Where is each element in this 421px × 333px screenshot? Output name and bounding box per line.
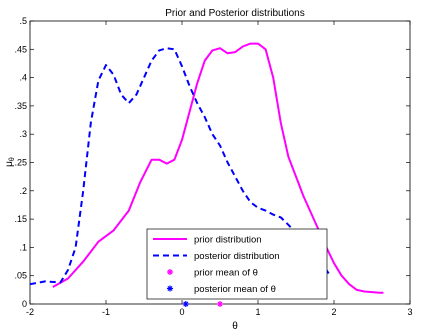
y-tick-label: .35 [14, 101, 27, 111]
y-axis-label-main: μ [4, 161, 15, 167]
legend-entry-prior: prior distribution [153, 235, 262, 246]
y-tick-label: .5 [19, 16, 27, 26]
legend-label: prior mean of θ [194, 268, 258, 279]
x-tick-label: 2 [331, 307, 336, 317]
legend-entry-posterior-mean: posterior mean of θ [167, 284, 276, 295]
prior-distribution-line [52, 42, 384, 294]
legend-swatch [167, 269, 173, 275]
x-tick-label: -1 [102, 307, 110, 317]
legend-label: posterior distribution [194, 251, 280, 262]
y-tick-label: .3 [19, 129, 27, 139]
y-tick-label: .2 [19, 186, 27, 196]
legend-swatch [167, 285, 173, 292]
axis-ticks: -2 -1 0 1 2 3 0 .05 .1 .15 .2 .25 .3 .35 .4 .45 .5 [14, 16, 412, 317]
y-tick-label: .1 [19, 242, 27, 252]
x-tick-label: 1 [255, 307, 260, 317]
series-lines [29, 42, 384, 294]
y-tick-label: 0 [22, 299, 27, 309]
legend-label: prior distribution [194, 235, 262, 246]
posterior-mean-marker [182, 301, 189, 307]
chart-title: Prior and Posterior distributions [165, 8, 305, 19]
y-tick-label: .15 [14, 214, 27, 224]
legend-entry-prior-mean: prior mean of θ [167, 268, 258, 279]
y-tick-label: .25 [14, 158, 27, 168]
y-axis-label: μθ [4, 157, 16, 167]
y-tick-label: .4 [19, 73, 27, 83]
y-axis-label-subscript: θ [9, 157, 16, 161]
x-axis-label: θ [232, 321, 238, 332]
legend: prior distribution posterior distribution… [146, 228, 328, 300]
mean-markers [182, 301, 223, 307]
prior-mean-marker [217, 301, 223, 307]
x-tick-label: -2 [26, 307, 34, 317]
legend-entry-posterior: posterior distribution [153, 251, 280, 262]
y-tick-label: .45 [14, 44, 27, 54]
y-tick-label: .05 [14, 271, 27, 281]
x-tick-label: 3 [407, 307, 412, 317]
legend-label: posterior mean of θ [194, 284, 276, 295]
legend-box [146, 228, 328, 300]
x-tick-label: 0 [179, 307, 184, 317]
